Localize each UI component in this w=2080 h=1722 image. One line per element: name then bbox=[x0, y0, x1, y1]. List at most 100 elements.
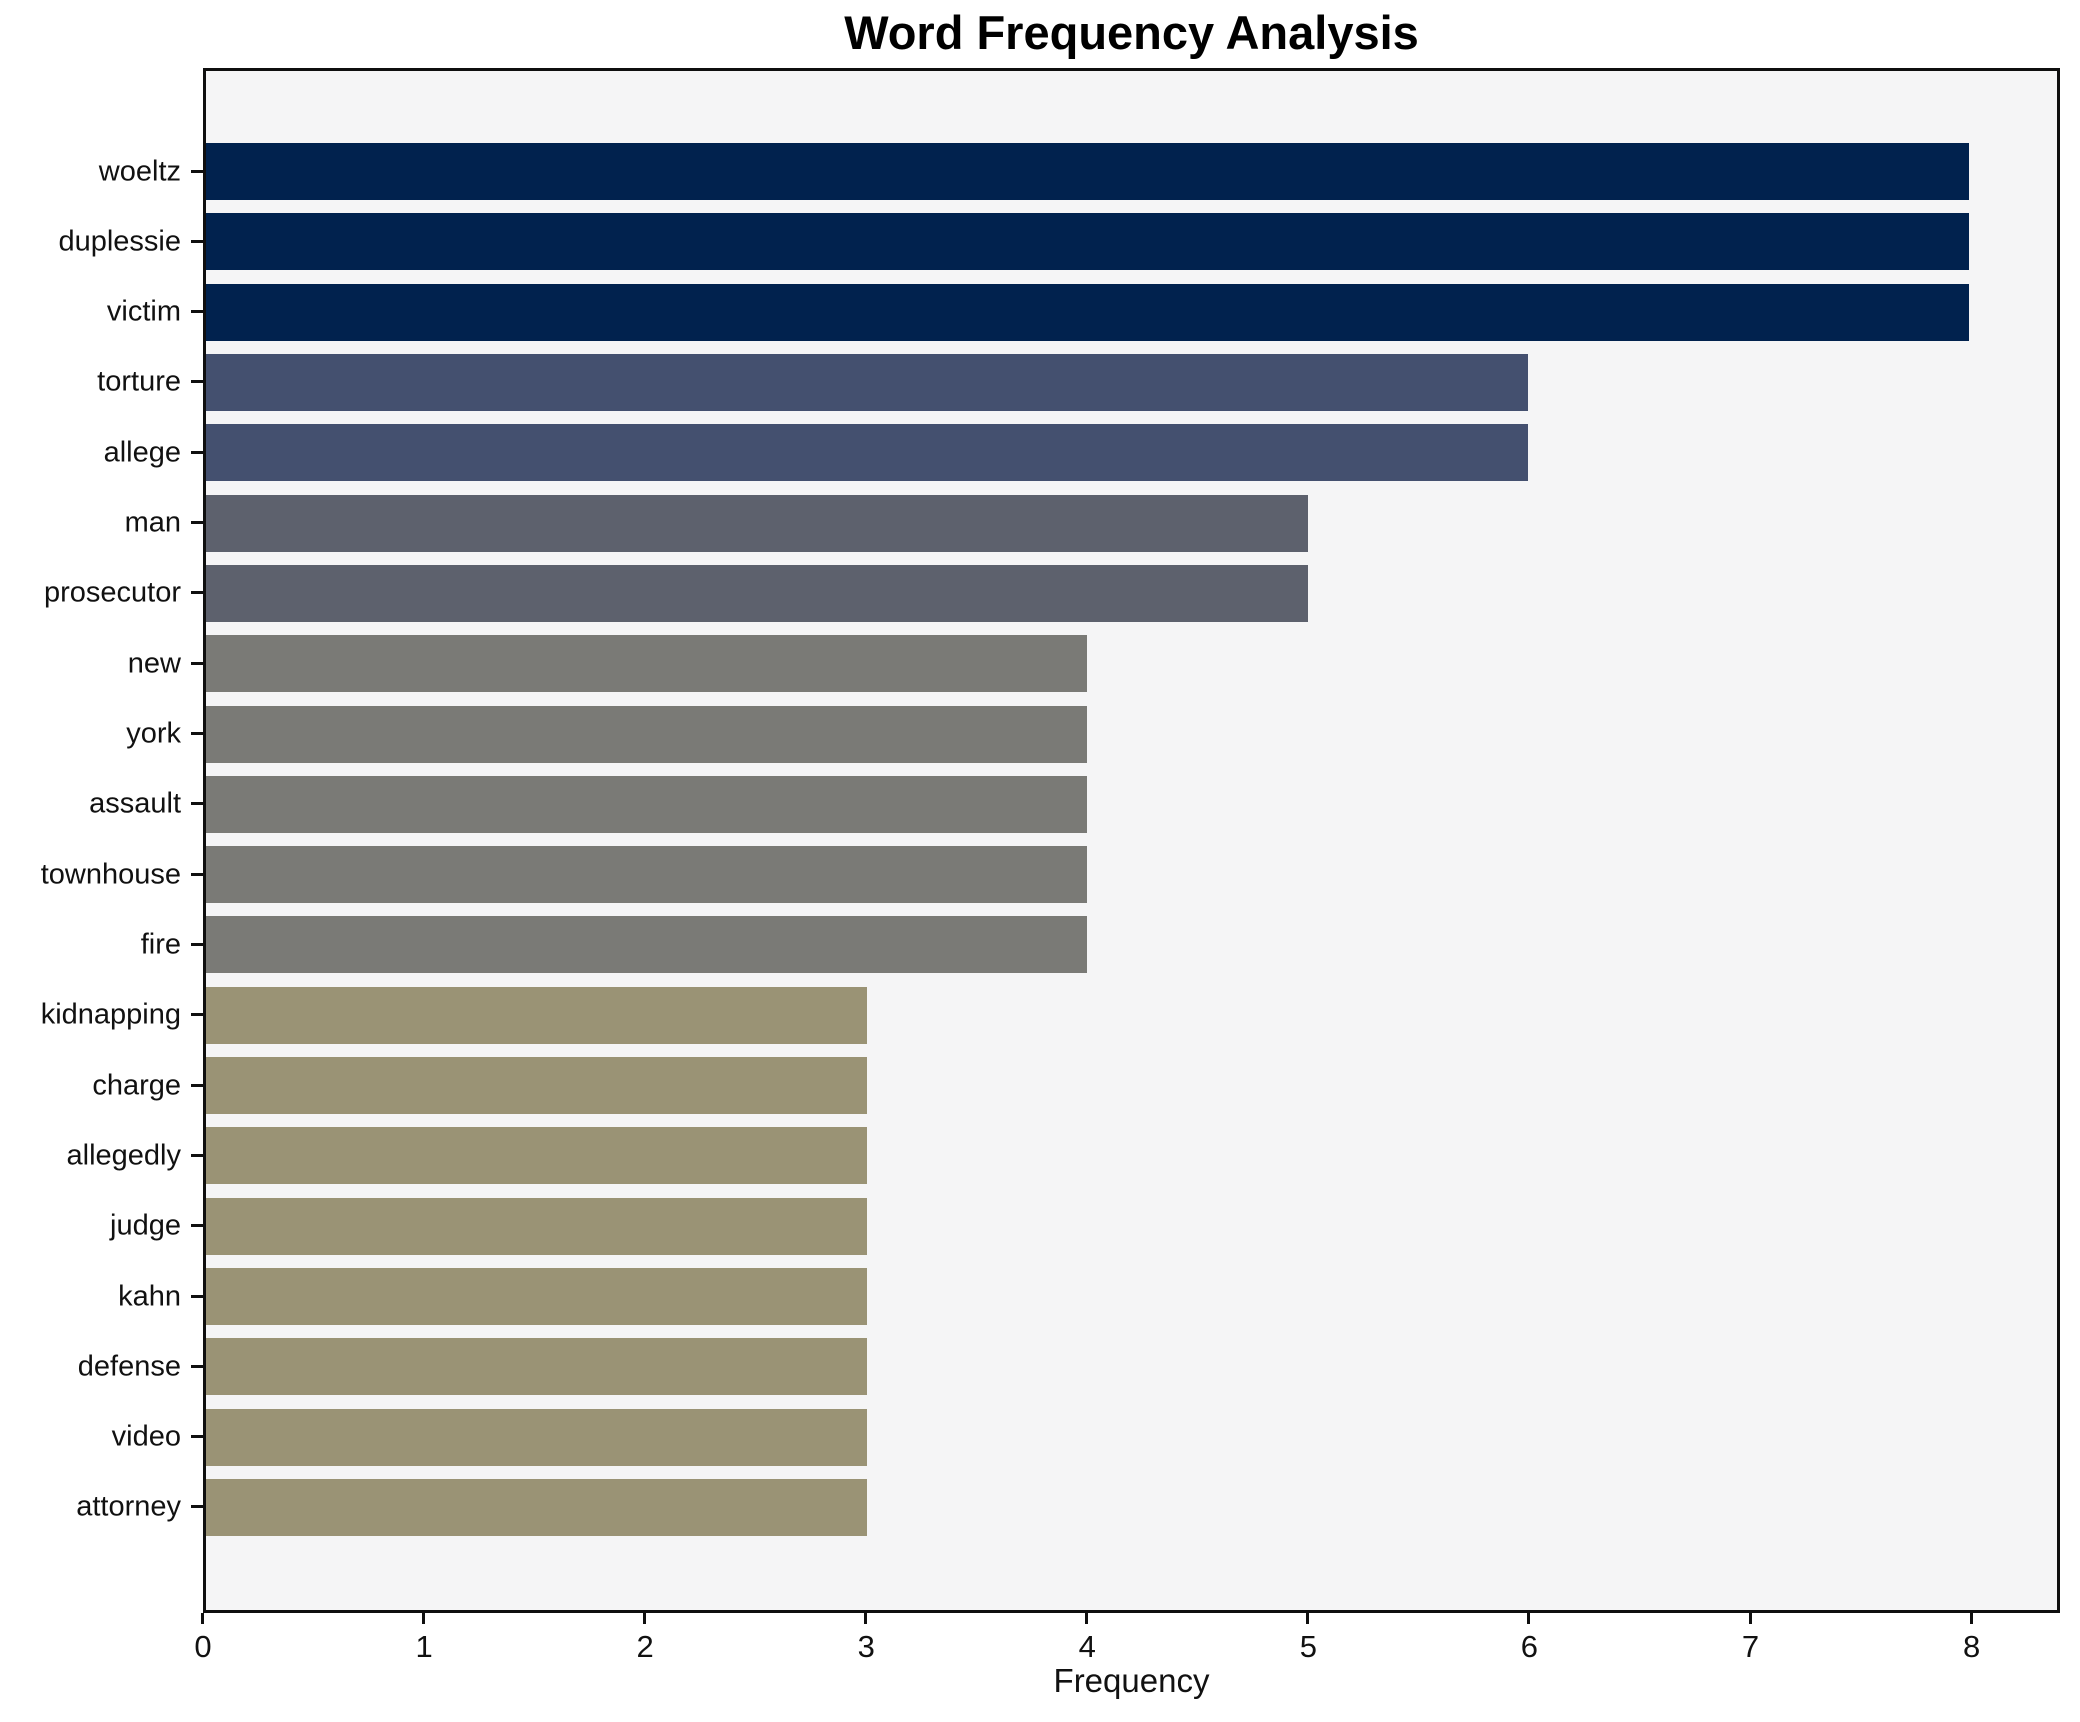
y-tick-label: woeltz bbox=[98, 155, 181, 187]
y-tick-label: video bbox=[111, 1420, 181, 1453]
bar-man bbox=[206, 494, 1308, 552]
y-tick-label: judge bbox=[110, 1209, 181, 1242]
bar-judge bbox=[206, 1197, 868, 1255]
y-tick-mark bbox=[191, 450, 203, 454]
bar-duplessie bbox=[206, 213, 1969, 271]
x-tick-label: 8 bbox=[1962, 1629, 1981, 1664]
y-tick-mark bbox=[191, 169, 203, 173]
bar-row: fire bbox=[141, 916, 2057, 974]
bar-row: duplessie bbox=[58, 213, 2057, 271]
bar-row: torture bbox=[97, 353, 2057, 411]
bar-allegedly bbox=[206, 1127, 868, 1185]
y-tick-label: victim bbox=[106, 295, 181, 328]
bar-row: man bbox=[125, 494, 2057, 552]
bar-torture bbox=[206, 353, 1529, 411]
bar-row: defense bbox=[78, 1338, 2057, 1396]
y-tick-label: allege bbox=[103, 436, 181, 469]
x-tick-mark bbox=[422, 1613, 426, 1624]
y-tick-mark bbox=[191, 872, 203, 876]
y-tick-mark bbox=[191, 942, 203, 946]
y-tick-mark bbox=[191, 1013, 203, 1017]
y-tick-mark bbox=[191, 1364, 203, 1368]
bar-row: york bbox=[126, 705, 2057, 763]
x-tick-mark bbox=[201, 1613, 204, 1624]
y-tick-mark bbox=[191, 310, 203, 314]
y-tick-mark bbox=[191, 732, 203, 735]
x-tick-label: 7 bbox=[1741, 1629, 1760, 1664]
bar-row: townhouse bbox=[41, 846, 2057, 904]
y-tick-mark bbox=[191, 1294, 203, 1298]
bar-kidnapping bbox=[206, 986, 868, 1044]
chart-title: Word Frequency Analysis bbox=[844, 6, 1419, 59]
y-tick-label: york bbox=[126, 717, 181, 750]
bar-row: new bbox=[128, 635, 2057, 693]
x-tick-mark bbox=[1748, 1613, 1752, 1624]
y-tick-mark bbox=[191, 1224, 203, 1228]
bar-york bbox=[206, 705, 1088, 763]
bar-victim bbox=[206, 283, 1969, 341]
bar-assault bbox=[206, 775, 1088, 833]
y-tick-mark bbox=[191, 1083, 203, 1087]
bar-fire bbox=[206, 916, 1088, 974]
bar-video bbox=[206, 1408, 868, 1466]
bar-row: allegedly bbox=[67, 1127, 2057, 1185]
y-tick-mark bbox=[191, 239, 203, 243]
y-tick-label: defense bbox=[77, 1350, 181, 1383]
y-tick-label: allegedly bbox=[66, 1139, 181, 1172]
y-tick-mark bbox=[191, 1153, 203, 1157]
y-tick-label: townhouse bbox=[40, 858, 181, 891]
bar-defense bbox=[206, 1338, 868, 1396]
y-tick-label: charge bbox=[92, 1069, 181, 1102]
bar-attorney bbox=[206, 1478, 868, 1536]
plot-area: woeltz duplessie victim torture allege man pro… bbox=[41, 68, 2060, 1613]
y-tick-mark bbox=[191, 591, 203, 595]
y-tick-label: new bbox=[127, 647, 181, 680]
bar-row: allege bbox=[104, 424, 2057, 482]
y-tick-label: fire bbox=[140, 928, 181, 961]
bar-row: woeltz bbox=[99, 143, 2057, 200]
x-axis: 0 1 2 3 4 5 6 7 8 bbox=[194, 1613, 2060, 1673]
bar-townhouse bbox=[206, 846, 1088, 904]
bar-row: judge bbox=[110, 1197, 2057, 1255]
y-tick-mark bbox=[191, 1435, 203, 1439]
y-tick-label: duplessie bbox=[58, 225, 181, 258]
x-axis-label: Frequency bbox=[1053, 1662, 1210, 1699]
x-tick-mark bbox=[1527, 1613, 1531, 1624]
y-tick-label: torture bbox=[97, 365, 181, 398]
bar-row: prosecutor bbox=[44, 564, 2057, 622]
bar-row: attorney bbox=[76, 1478, 2057, 1536]
y-tick-label: assault bbox=[89, 787, 181, 820]
bar-row: kahn bbox=[118, 1268, 2057, 1325]
x-tick-mark bbox=[1969, 1613, 1973, 1624]
bar-row: victim bbox=[107, 283, 2057, 341]
x-tick-label: 0 bbox=[194, 1629, 212, 1664]
x-tick-mark bbox=[1306, 1613, 1310, 1624]
y-tick-mark bbox=[191, 802, 203, 806]
y-tick-label: man bbox=[124, 506, 181, 539]
bar-row: charge bbox=[92, 1057, 2057, 1115]
x-tick-label: 4 bbox=[1078, 1629, 1096, 1664]
bar-row: video bbox=[112, 1408, 2057, 1466]
x-tick-label: 1 bbox=[415, 1629, 433, 1664]
x-tick-label: 2 bbox=[636, 1629, 654, 1664]
y-tick-label: kidnapping bbox=[40, 998, 181, 1031]
bar-allege bbox=[206, 424, 1529, 482]
x-tick-mark bbox=[1085, 1613, 1089, 1624]
bar-woeltz bbox=[206, 143, 1969, 200]
x-tick-label: 5 bbox=[1299, 1629, 1317, 1664]
bar-new bbox=[206, 635, 1088, 693]
bar-row: kidnapping bbox=[41, 986, 2057, 1044]
bar-row: assault bbox=[89, 775, 2057, 833]
y-tick-mark bbox=[191, 521, 203, 525]
bar-charge bbox=[206, 1057, 868, 1115]
x-tick-mark bbox=[864, 1613, 868, 1624]
x-tick-label: 3 bbox=[857, 1629, 875, 1664]
x-tick-label: 6 bbox=[1520, 1629, 1539, 1664]
y-tick-mark bbox=[191, 1505, 203, 1509]
x-tick-mark bbox=[643, 1613, 647, 1624]
bar-kahn bbox=[206, 1268, 868, 1325]
bar-prosecutor bbox=[206, 564, 1308, 622]
y-tick-label: attorney bbox=[76, 1490, 181, 1523]
y-tick-mark bbox=[191, 380, 203, 384]
